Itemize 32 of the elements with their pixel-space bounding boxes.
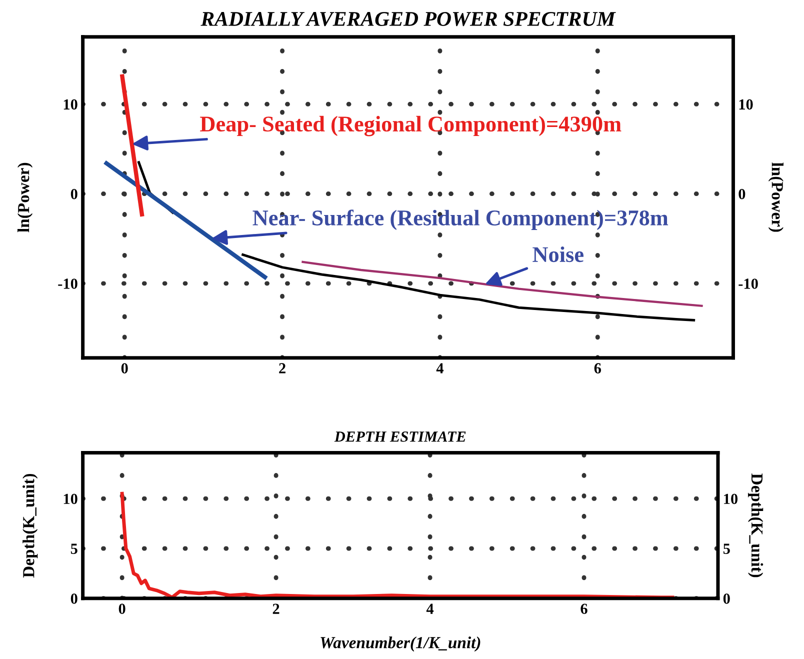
- chart-title: DEPTH ESTIMATE: [334, 432, 466, 442]
- y-tick-label: 10: [64, 99, 78, 110]
- y2-axis-title: Depth(K_unit): [748, 474, 764, 578]
- y-tick-label: 0: [70, 594, 78, 604]
- y-axis-title: ln(Power): [17, 162, 33, 232]
- y-tick-label: 0: [70, 188, 78, 200]
- y2-tick-label: -10: [738, 278, 758, 289]
- annotation: Near- Surface (Residual Component)=378m: [252, 210, 668, 230]
- x-tick-label: 4: [436, 363, 444, 374]
- x-tick-label: 0: [121, 363, 128, 374]
- y-tick-label: 10: [64, 494, 78, 504]
- y-tick-label: -10: [58, 278, 78, 289]
- annotation: Deap- Seated (Regional Component)=4390m: [200, 116, 622, 136]
- x-tick-label: 2: [272, 604, 280, 614]
- x-axis-title: Wavenumber(1/K_unit): [320, 636, 480, 652]
- x-tick-label: 2: [279, 363, 286, 374]
- y2-tick-label: 10: [739, 99, 753, 110]
- x-tick-label: 4: [426, 604, 434, 614]
- chart-title: RADIALLY AVERAGED POWER SPECTRUM: [200, 12, 616, 26]
- y2-axis-title: ln(Power): [768, 162, 784, 232]
- y-axis-title: Depth(K_unit): [22, 474, 38, 578]
- y-tick-label: 5: [70, 544, 78, 554]
- x-tick-label: 6: [594, 363, 602, 374]
- y2-tick-label: 5: [723, 544, 730, 554]
- line-series: [302, 260, 703, 307]
- x-tick-label: 0: [118, 604, 126, 614]
- y2-tick-label: 10: [724, 494, 738, 504]
- annotation: Noise: [532, 246, 584, 262]
- x-tick-label: 6: [580, 604, 588, 614]
- y2-tick-label: 0: [723, 594, 730, 604]
- line-series: [120, 492, 674, 598]
- y2-tick-label: 0: [738, 188, 746, 200]
